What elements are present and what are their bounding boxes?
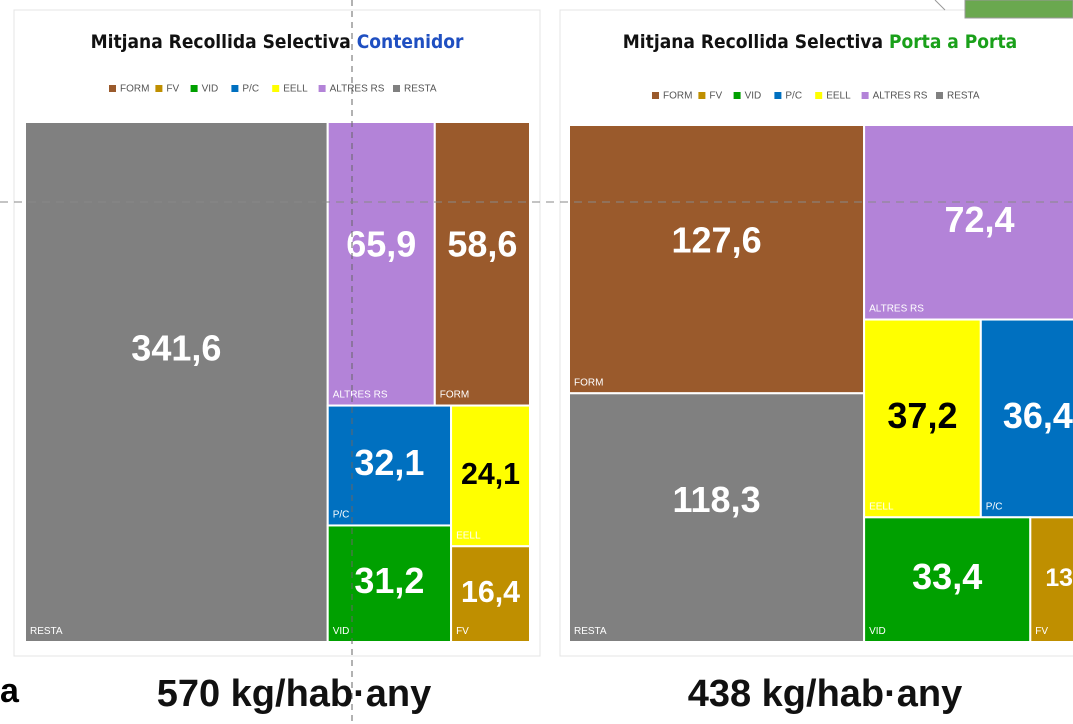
- value-label: 127,6: [672, 220, 762, 261]
- legend-label: ALTRES RS: [873, 91, 928, 102]
- legend-swatch: [861, 92, 869, 99]
- legend-label: EELL: [283, 84, 308, 95]
- treemap-cell: [326, 524, 453, 644]
- category-label: RESTA: [574, 626, 607, 637]
- legend-swatch: [733, 92, 741, 99]
- category-label: EELL: [456, 530, 481, 541]
- category-label: ALTRES RS: [333, 390, 388, 401]
- category-label: VID: [869, 626, 886, 637]
- value-label: 31,2: [354, 560, 424, 601]
- legend-label: ALTRES RS: [330, 84, 385, 95]
- value-label: 65,9: [346, 223, 416, 264]
- legend-label: FORM: [120, 84, 149, 95]
- legend-label: P/C: [242, 84, 259, 95]
- legend-swatch: [272, 85, 280, 92]
- treemap-cell: [24, 121, 329, 643]
- value-label: 118,3: [672, 479, 760, 520]
- title-highlight: Porta a Porta: [889, 31, 1017, 53]
- value-label: 33,4: [912, 556, 982, 597]
- legend-swatch: [231, 85, 239, 92]
- treemap-cell: [450, 545, 531, 643]
- treemap-cell: [1029, 516, 1073, 644]
- chart-title: Mitjana Recollida Selectiva Porta a Port…: [623, 31, 1017, 53]
- legend-label: P/C: [785, 91, 802, 102]
- legend-label: RESTA: [947, 91, 980, 102]
- category-label: FV: [456, 626, 469, 637]
- legend-label: RESTA: [404, 84, 437, 95]
- treemap-cell: [568, 392, 866, 644]
- category-label: VID: [333, 626, 350, 637]
- legend-swatch: [393, 85, 400, 92]
- chart-title: Mitjana Recollida Selectiva Contenidor: [91, 31, 464, 53]
- legend-label: FORM: [663, 91, 692, 102]
- category-label: EELL: [869, 501, 894, 512]
- title-text: Mitjana Recollida Selectiva: [91, 31, 357, 53]
- legend-swatch: [652, 92, 659, 99]
- value-label: 58,6: [447, 223, 517, 264]
- corner-decoration: [934, 0, 1073, 19]
- legend-label: FV: [709, 91, 722, 102]
- legend-swatch: [155, 85, 163, 92]
- value-label: 36,4: [1003, 395, 1073, 436]
- value-label: 32,1: [354, 442, 424, 483]
- category-label: RESTA: [30, 626, 63, 637]
- legend-label: VID: [745, 91, 762, 102]
- total-label: 570 kg/hab·any: [157, 673, 432, 715]
- category-label: P/C: [986, 501, 1003, 512]
- treemap-cell: [433, 121, 531, 407]
- value-label: 72,4: [945, 199, 1015, 240]
- title-highlight: Contenidor: [357, 31, 464, 53]
- legend-swatch: [698, 92, 706, 99]
- treemap-cell: [863, 516, 1032, 644]
- legend-swatch: [318, 85, 326, 92]
- legend-label: VID: [202, 84, 219, 95]
- legend-swatch: [190, 85, 198, 92]
- value-label: 37,2: [887, 395, 957, 436]
- total-label: 438 kg/hab·any: [688, 673, 963, 715]
- treemap-cell: [979, 318, 1073, 519]
- legend-swatch: [815, 92, 823, 99]
- legend-label: FV: [166, 84, 179, 95]
- treemap-cell: [326, 404, 453, 527]
- category-label: FORM: [440, 390, 469, 401]
- category-label: ALTRES RS: [869, 304, 924, 315]
- legend-swatch: [936, 92, 943, 99]
- category-label: FV: [1035, 626, 1048, 637]
- legend-swatch: [774, 92, 782, 99]
- value-label: 341,6: [131, 327, 221, 368]
- value-label: 16,4: [461, 576, 520, 609]
- category-label: FORM: [574, 377, 603, 388]
- legend-swatch: [109, 85, 116, 92]
- fragment-text: a: [0, 672, 20, 710]
- value-label: 24,1: [461, 458, 520, 491]
- legend-label: EELL: [826, 91, 851, 102]
- category-label: P/C: [333, 509, 350, 520]
- treemap-cell: [450, 404, 531, 548]
- title-text: Mitjana Recollida Selectiva: [623, 31, 889, 53]
- value-label: 13,: [1045, 564, 1073, 592]
